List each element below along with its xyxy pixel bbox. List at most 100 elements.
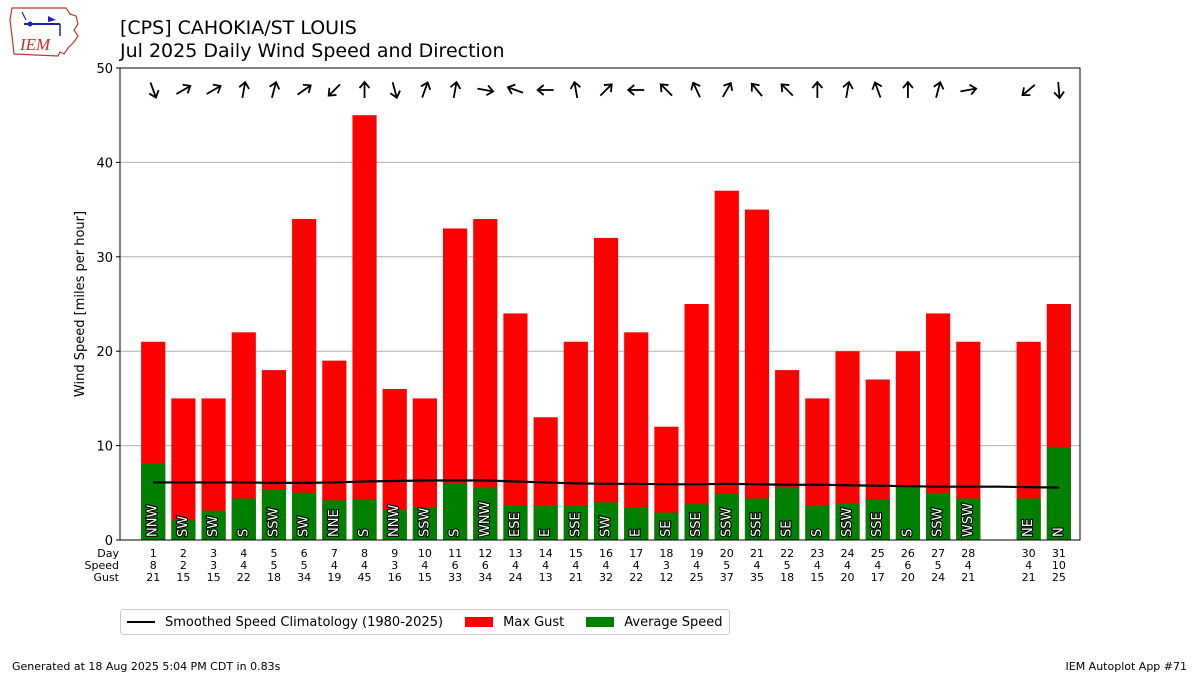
wind-arrow bbox=[297, 83, 312, 96]
gust-bar bbox=[744, 209, 770, 540]
arrow-shaft bbox=[660, 84, 673, 97]
row-value: 14 bbox=[539, 547, 553, 560]
direction-label: NNW bbox=[146, 505, 161, 537]
wind-arrow bbox=[933, 80, 945, 98]
gust-bars bbox=[141, 115, 1071, 541]
direction-label: SW bbox=[206, 516, 221, 537]
row-value: 34 bbox=[478, 571, 492, 584]
arrow-shaft bbox=[722, 83, 732, 98]
row-value: 4 bbox=[331, 559, 338, 572]
generated-note: Generated at 18 Aug 2025 5:04 PM CDT in … bbox=[12, 660, 281, 673]
y-tick-label: 10 bbox=[96, 440, 113, 455]
arrow-head bbox=[871, 81, 883, 91]
arrow-shaft bbox=[452, 82, 458, 99]
arrow-head bbox=[780, 83, 790, 93]
row-value: 16 bbox=[388, 571, 402, 584]
wind-arrow bbox=[780, 83, 794, 97]
row-value: 37 bbox=[720, 571, 734, 584]
arrow-head bbox=[238, 80, 250, 90]
wind-arrow bbox=[420, 81, 432, 98]
arrow-shaft bbox=[328, 83, 341, 96]
gust-bar bbox=[503, 313, 528, 540]
row-value: 6 bbox=[904, 559, 911, 572]
legend-label-gust: Max Gust bbox=[503, 614, 565, 630]
wind-arrow bbox=[902, 80, 914, 98]
average-bar bbox=[684, 504, 709, 540]
average-bar bbox=[926, 492, 951, 540]
average-bar bbox=[533, 506, 558, 540]
wind-arrow bbox=[722, 81, 734, 98]
arrow-shaft bbox=[421, 83, 429, 98]
arrow-head bbox=[811, 80, 824, 89]
direction-label: E bbox=[629, 529, 644, 537]
average-bar bbox=[443, 483, 468, 540]
wind-arrow bbox=[327, 83, 341, 97]
row-value: 8 bbox=[150, 559, 157, 572]
legend-patch-average bbox=[586, 617, 615, 627]
row-value: 4 bbox=[240, 559, 247, 572]
legend-item-climatology: Smoothed Speed Climatology (1980-2025) bbox=[127, 615, 443, 630]
direction-label: S bbox=[236, 529, 251, 537]
gust-bar bbox=[624, 332, 649, 540]
row-value: 4 bbox=[1025, 559, 1032, 572]
arrow-head bbox=[603, 83, 613, 93]
direction-label: SSW bbox=[266, 507, 281, 537]
average-bar bbox=[382, 509, 407, 540]
y-tick-label: 50 bbox=[96, 62, 113, 77]
row-value: 21 bbox=[1022, 571, 1036, 584]
y-tick-label: 40 bbox=[96, 156, 113, 171]
arrow-shaft bbox=[874, 83, 882, 98]
row-value: 5 bbox=[723, 559, 730, 572]
arrow-head bbox=[842, 80, 854, 90]
average-bar bbox=[352, 499, 377, 540]
row-value: 3 bbox=[391, 559, 398, 572]
arrow-shaft bbox=[508, 86, 524, 94]
average-bar bbox=[201, 510, 226, 540]
arrow-head bbox=[449, 80, 462, 90]
row-value: 23 bbox=[810, 547, 824, 560]
chart-title-line2: Jul 2025 Daily Wind Speed and Direction bbox=[120, 40, 505, 62]
arrow-shaft bbox=[845, 82, 850, 99]
wind-arrow bbox=[750, 82, 763, 97]
arrow-head bbox=[1053, 91, 1065, 100]
row-value: 4 bbox=[633, 559, 640, 572]
wind-arrow bbox=[842, 80, 854, 99]
row-value: 5 bbox=[270, 559, 277, 572]
row-value: 20 bbox=[901, 571, 915, 584]
arrow-shaft bbox=[935, 83, 941, 98]
row-value: 4 bbox=[361, 559, 368, 572]
direction-arrows bbox=[148, 80, 1065, 100]
average-bar bbox=[744, 498, 770, 540]
row-value: 5 bbox=[935, 559, 942, 572]
row-value: 21 bbox=[961, 571, 975, 584]
direction-label: NNW bbox=[387, 505, 402, 537]
arrow-head bbox=[902, 80, 914, 89]
row-value: 17 bbox=[629, 547, 643, 560]
direction-label: SE bbox=[780, 521, 795, 537]
row-value: 15 bbox=[176, 571, 190, 584]
row-value: 6 bbox=[452, 559, 459, 572]
row-value: 28 bbox=[961, 547, 975, 560]
wind-arrow bbox=[569, 80, 582, 99]
y-ticks: 0 10 20 30 40 50 bbox=[96, 62, 120, 549]
average-bar bbox=[593, 502, 619, 540]
average-bar bbox=[261, 489, 287, 540]
row-value: 4 bbox=[542, 559, 549, 572]
wind-arrow bbox=[358, 80, 371, 98]
arrow-shaft bbox=[206, 85, 221, 95]
legend-patch-gust bbox=[465, 617, 494, 627]
average-bars bbox=[141, 447, 1071, 540]
row-value: 10 bbox=[1052, 559, 1066, 572]
arrow-head bbox=[690, 81, 701, 91]
arrow-head bbox=[389, 90, 401, 100]
row-value: 2 bbox=[180, 559, 187, 572]
row-value: 21 bbox=[146, 571, 160, 584]
wind-arrow bbox=[176, 83, 192, 95]
arrow-head bbox=[420, 81, 432, 91]
arrow-shaft bbox=[599, 84, 612, 97]
row-value: 22 bbox=[237, 571, 251, 584]
row-value: 4 bbox=[240, 547, 247, 560]
row-value: 19 bbox=[690, 547, 704, 560]
row-value: 25 bbox=[871, 547, 885, 560]
row-value: 25 bbox=[1052, 571, 1066, 584]
